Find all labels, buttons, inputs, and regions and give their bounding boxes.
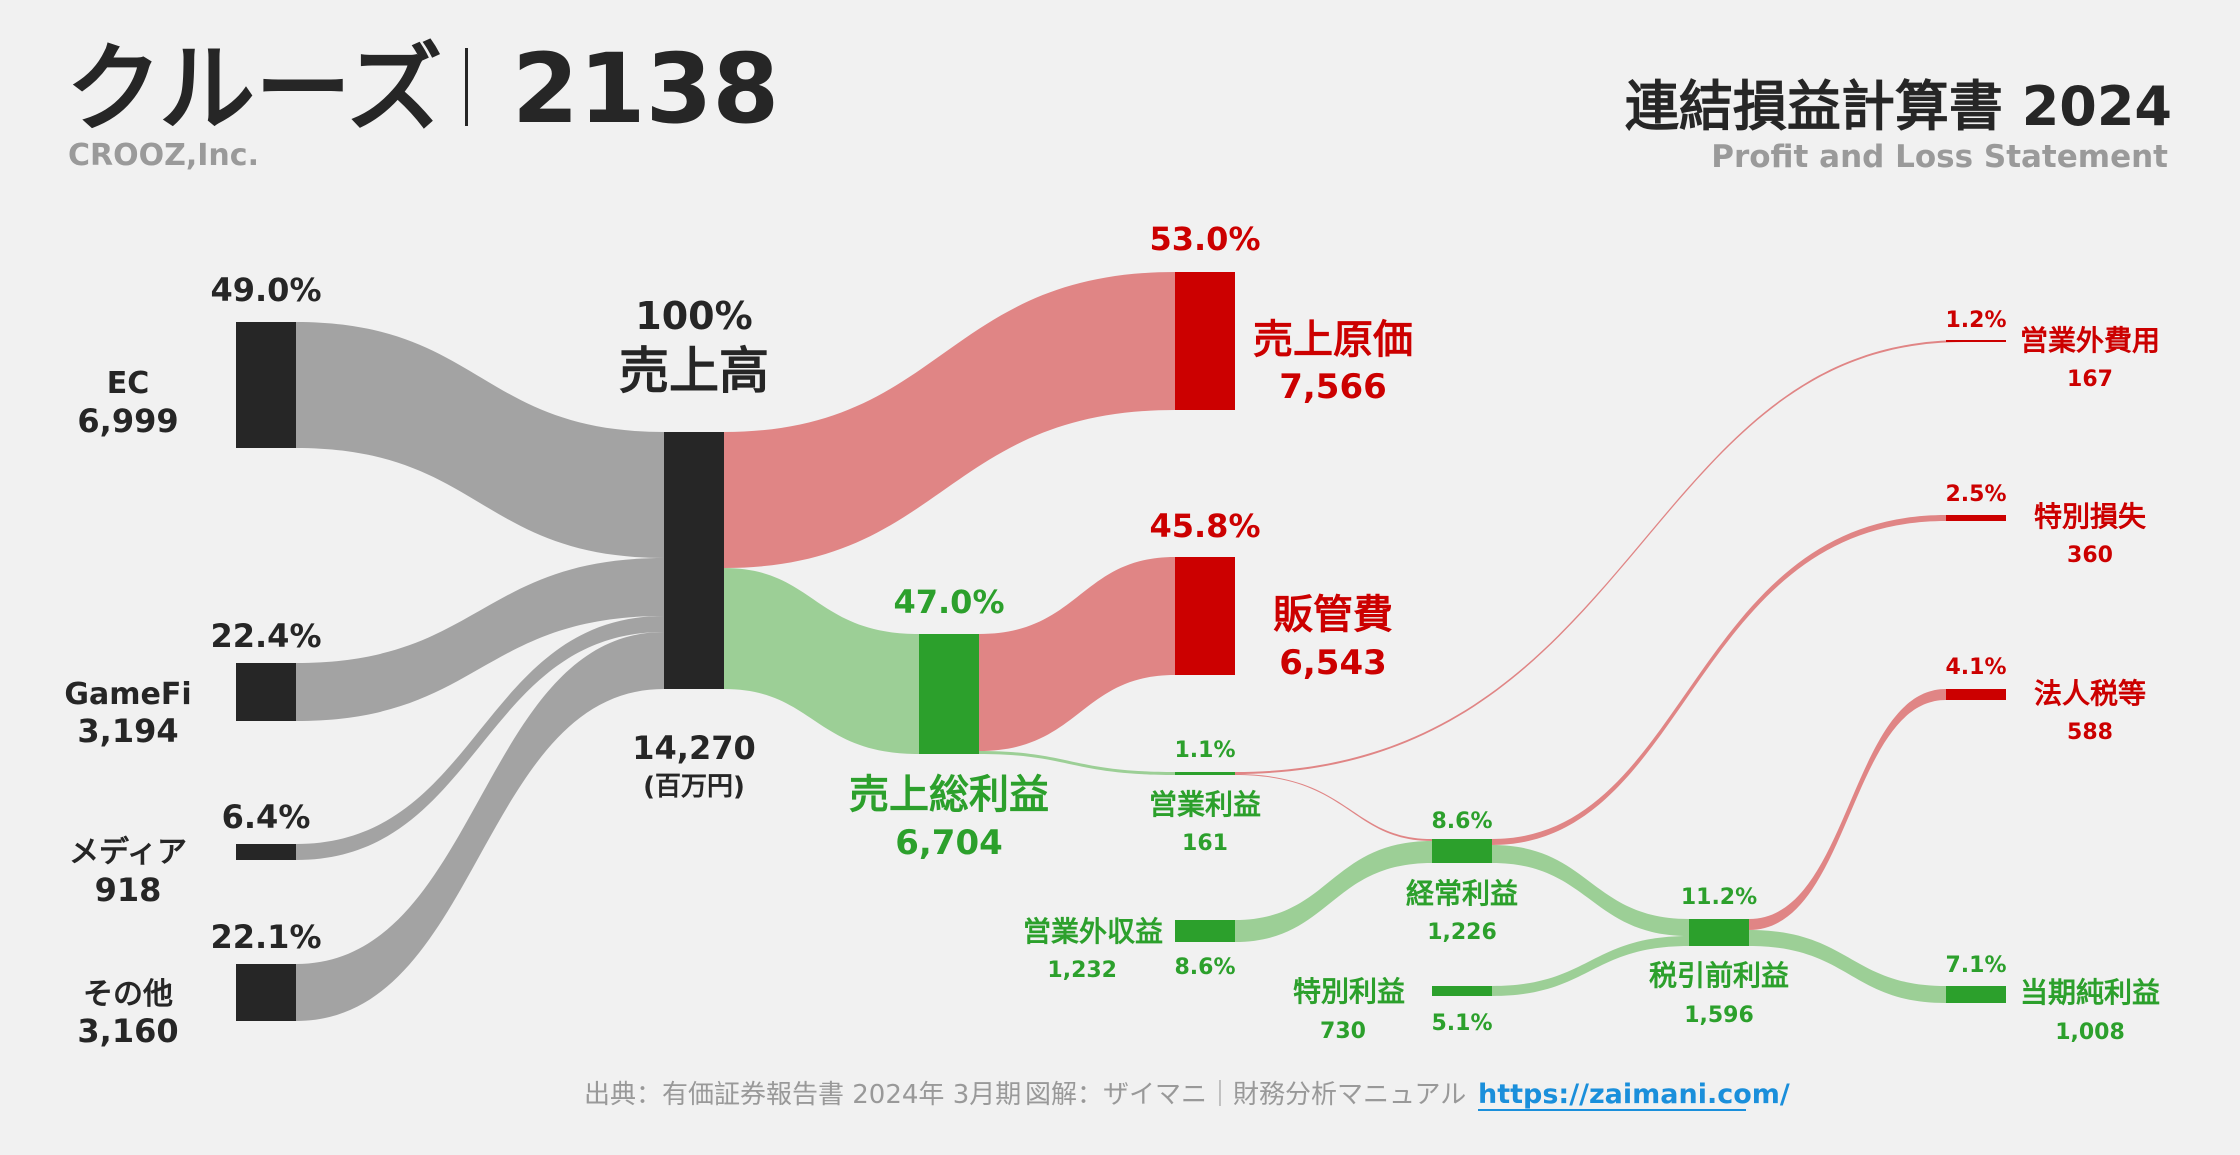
operating-income-pct: 1.1% bbox=[1174, 738, 1235, 763]
media-value: 918 bbox=[95, 871, 162, 909]
ext-loss-pct: 2.5% bbox=[1945, 482, 2006, 507]
cost-of-sales-value: 7,566 bbox=[1279, 367, 1387, 407]
media-label: メディア bbox=[69, 835, 187, 870]
flow-media-revenue bbox=[296, 616, 664, 860]
other-label: その他 bbox=[83, 977, 173, 1012]
nonop-income-pct: 8.6% bbox=[1174, 955, 1235, 980]
node-nonop-income bbox=[1175, 920, 1235, 942]
node-gross-profit bbox=[919, 634, 979, 754]
ec-value: 6,999 bbox=[77, 402, 178, 440]
flow-ext-income-pretax bbox=[1492, 936, 1689, 996]
ext-income-value: 730 bbox=[1320, 1019, 1366, 1044]
node-ext-income bbox=[1432, 986, 1492, 996]
gamefi-label: GameFi bbox=[64, 677, 191, 712]
flow-gamefi-revenue bbox=[296, 558, 664, 721]
operating-income-label: 営業利益 bbox=[1149, 788, 1261, 821]
company-name-jp: クルーズ bbox=[66, 33, 442, 145]
media-pct: 6.4% bbox=[222, 798, 311, 836]
unit-label: (百万円) bbox=[643, 772, 745, 802]
net-income-value: 1,008 bbox=[2055, 1020, 2125, 1045]
nonop-expenses-pct: 1.2% bbox=[1945, 308, 2006, 333]
flow-other-revenue bbox=[296, 632, 664, 1021]
footer-link-underline bbox=[1478, 1109, 1746, 1111]
ordinary-income-pct: 8.6% bbox=[1431, 809, 1492, 834]
statement-title: 連結損益計算書 2024 bbox=[1625, 75, 2172, 138]
node-net-income bbox=[1946, 986, 2006, 1003]
gamefi-pct: 22.4% bbox=[210, 617, 321, 655]
flow-revenue-cost bbox=[724, 272, 1175, 568]
nonop-income-value: 1,232 bbox=[1047, 958, 1117, 983]
node-cost-of-sales bbox=[1175, 272, 1235, 410]
node-gamefi bbox=[236, 663, 296, 721]
ec-label: EC bbox=[107, 366, 150, 401]
revenue-value: 14,270 bbox=[632, 729, 755, 767]
flow-revenue-gross bbox=[724, 568, 919, 754]
income-taxes-value: 588 bbox=[2067, 720, 2113, 745]
ext-loss-label: 特別損失 bbox=[2034, 500, 2147, 533]
gross-profit-pct: 47.0% bbox=[893, 583, 1004, 621]
flow-operating-ordinary bbox=[1235, 774, 1432, 841]
pretax-income-pct: 11.2% bbox=[1681, 885, 1757, 910]
flow-gross-operating bbox=[979, 751, 1175, 775]
ordinary-income-label: 経常利益 bbox=[1406, 877, 1518, 910]
net-income-label: 当期純利益 bbox=[2020, 976, 2160, 1009]
ext-income-label: 特別利益 bbox=[1293, 975, 1405, 1008]
revenue-pct: 100% bbox=[635, 294, 752, 338]
flow-bands bbox=[296, 272, 1964, 1021]
node-media bbox=[236, 844, 296, 860]
gross-profit-label: 売上総利益 bbox=[849, 772, 1049, 818]
node-ext-loss bbox=[1946, 515, 2006, 521]
operating-income-value: 161 bbox=[1182, 831, 1228, 856]
cost-of-sales-label: 売上原価 bbox=[1253, 317, 1413, 363]
flow-gross-sga bbox=[979, 557, 1175, 751]
flow-nonop-inc-ordinary bbox=[1235, 841, 1432, 942]
nodes bbox=[236, 272, 2006, 1021]
pretax-income-label: 税引前利益 bbox=[1649, 959, 1789, 992]
nonop-expenses-value: 167 bbox=[2067, 367, 2113, 392]
node-revenue bbox=[664, 432, 724, 689]
node-income-taxes bbox=[1946, 689, 2006, 700]
ordinary-income-value: 1,226 bbox=[1427, 920, 1497, 945]
statement-subtitle: Profit and Loss Statement bbox=[1711, 139, 2168, 175]
node-sga bbox=[1175, 557, 1235, 675]
income-taxes-pct: 4.1% bbox=[1945, 655, 2006, 680]
gross-profit-value: 6,704 bbox=[895, 823, 1003, 863]
flow-pretax-taxes bbox=[1749, 689, 1946, 930]
gamefi-value: 3,194 bbox=[77, 712, 178, 750]
sga-pct: 45.8% bbox=[1149, 507, 1260, 545]
ec-pct: 49.0% bbox=[210, 271, 321, 309]
pretax-income-value: 1,596 bbox=[1684, 1003, 1754, 1028]
node-nonop-expenses bbox=[1946, 340, 2006, 342]
node-other bbox=[236, 964, 296, 1021]
ext-income-pct: 5.1% bbox=[1431, 1011, 1492, 1036]
title-divider bbox=[465, 48, 468, 126]
footer-credit: 図解：ザイマニ｜財務分析マニュアル bbox=[1025, 1080, 1466, 1110]
footer-link[interactable]: https://zaimani.com/ bbox=[1478, 1079, 1790, 1110]
cost-of-sales-pct: 53.0% bbox=[1149, 220, 1260, 258]
nonop-expenses-label: 営業外費用 bbox=[2020, 324, 2160, 357]
node-pretax-income bbox=[1689, 919, 1749, 946]
node-ec bbox=[236, 322, 296, 448]
income-taxes-label: 法人税等 bbox=[2034, 677, 2146, 710]
sga-label: 販管費 bbox=[1273, 592, 1393, 638]
footer-source: 出典：有価証券報告書 2024年 3月期 bbox=[584, 1080, 1021, 1110]
other-value: 3,160 bbox=[77, 1012, 178, 1050]
sga-value: 6,543 bbox=[1279, 643, 1387, 683]
flow-ordinary-pretax bbox=[1492, 845, 1689, 936]
flow-ec-revenue bbox=[296, 322, 664, 558]
net-income-pct: 7.1% bbox=[1945, 953, 2006, 978]
flow-ordinary-ext-loss bbox=[1492, 515, 1946, 845]
node-operating-income bbox=[1175, 772, 1235, 775]
nonop-income-label: 営業外収益 bbox=[1023, 915, 1163, 948]
flow-pretax-net bbox=[1749, 930, 1946, 1003]
node-ordinary-income bbox=[1432, 839, 1492, 863]
ext-loss-value: 360 bbox=[2067, 543, 2113, 568]
other-pct: 22.1% bbox=[210, 918, 321, 956]
ticker-code: 2138 bbox=[512, 33, 779, 145]
company-name-en: CROOZ,Inc. bbox=[68, 138, 259, 173]
revenue-label: 売上高 bbox=[619, 342, 769, 400]
